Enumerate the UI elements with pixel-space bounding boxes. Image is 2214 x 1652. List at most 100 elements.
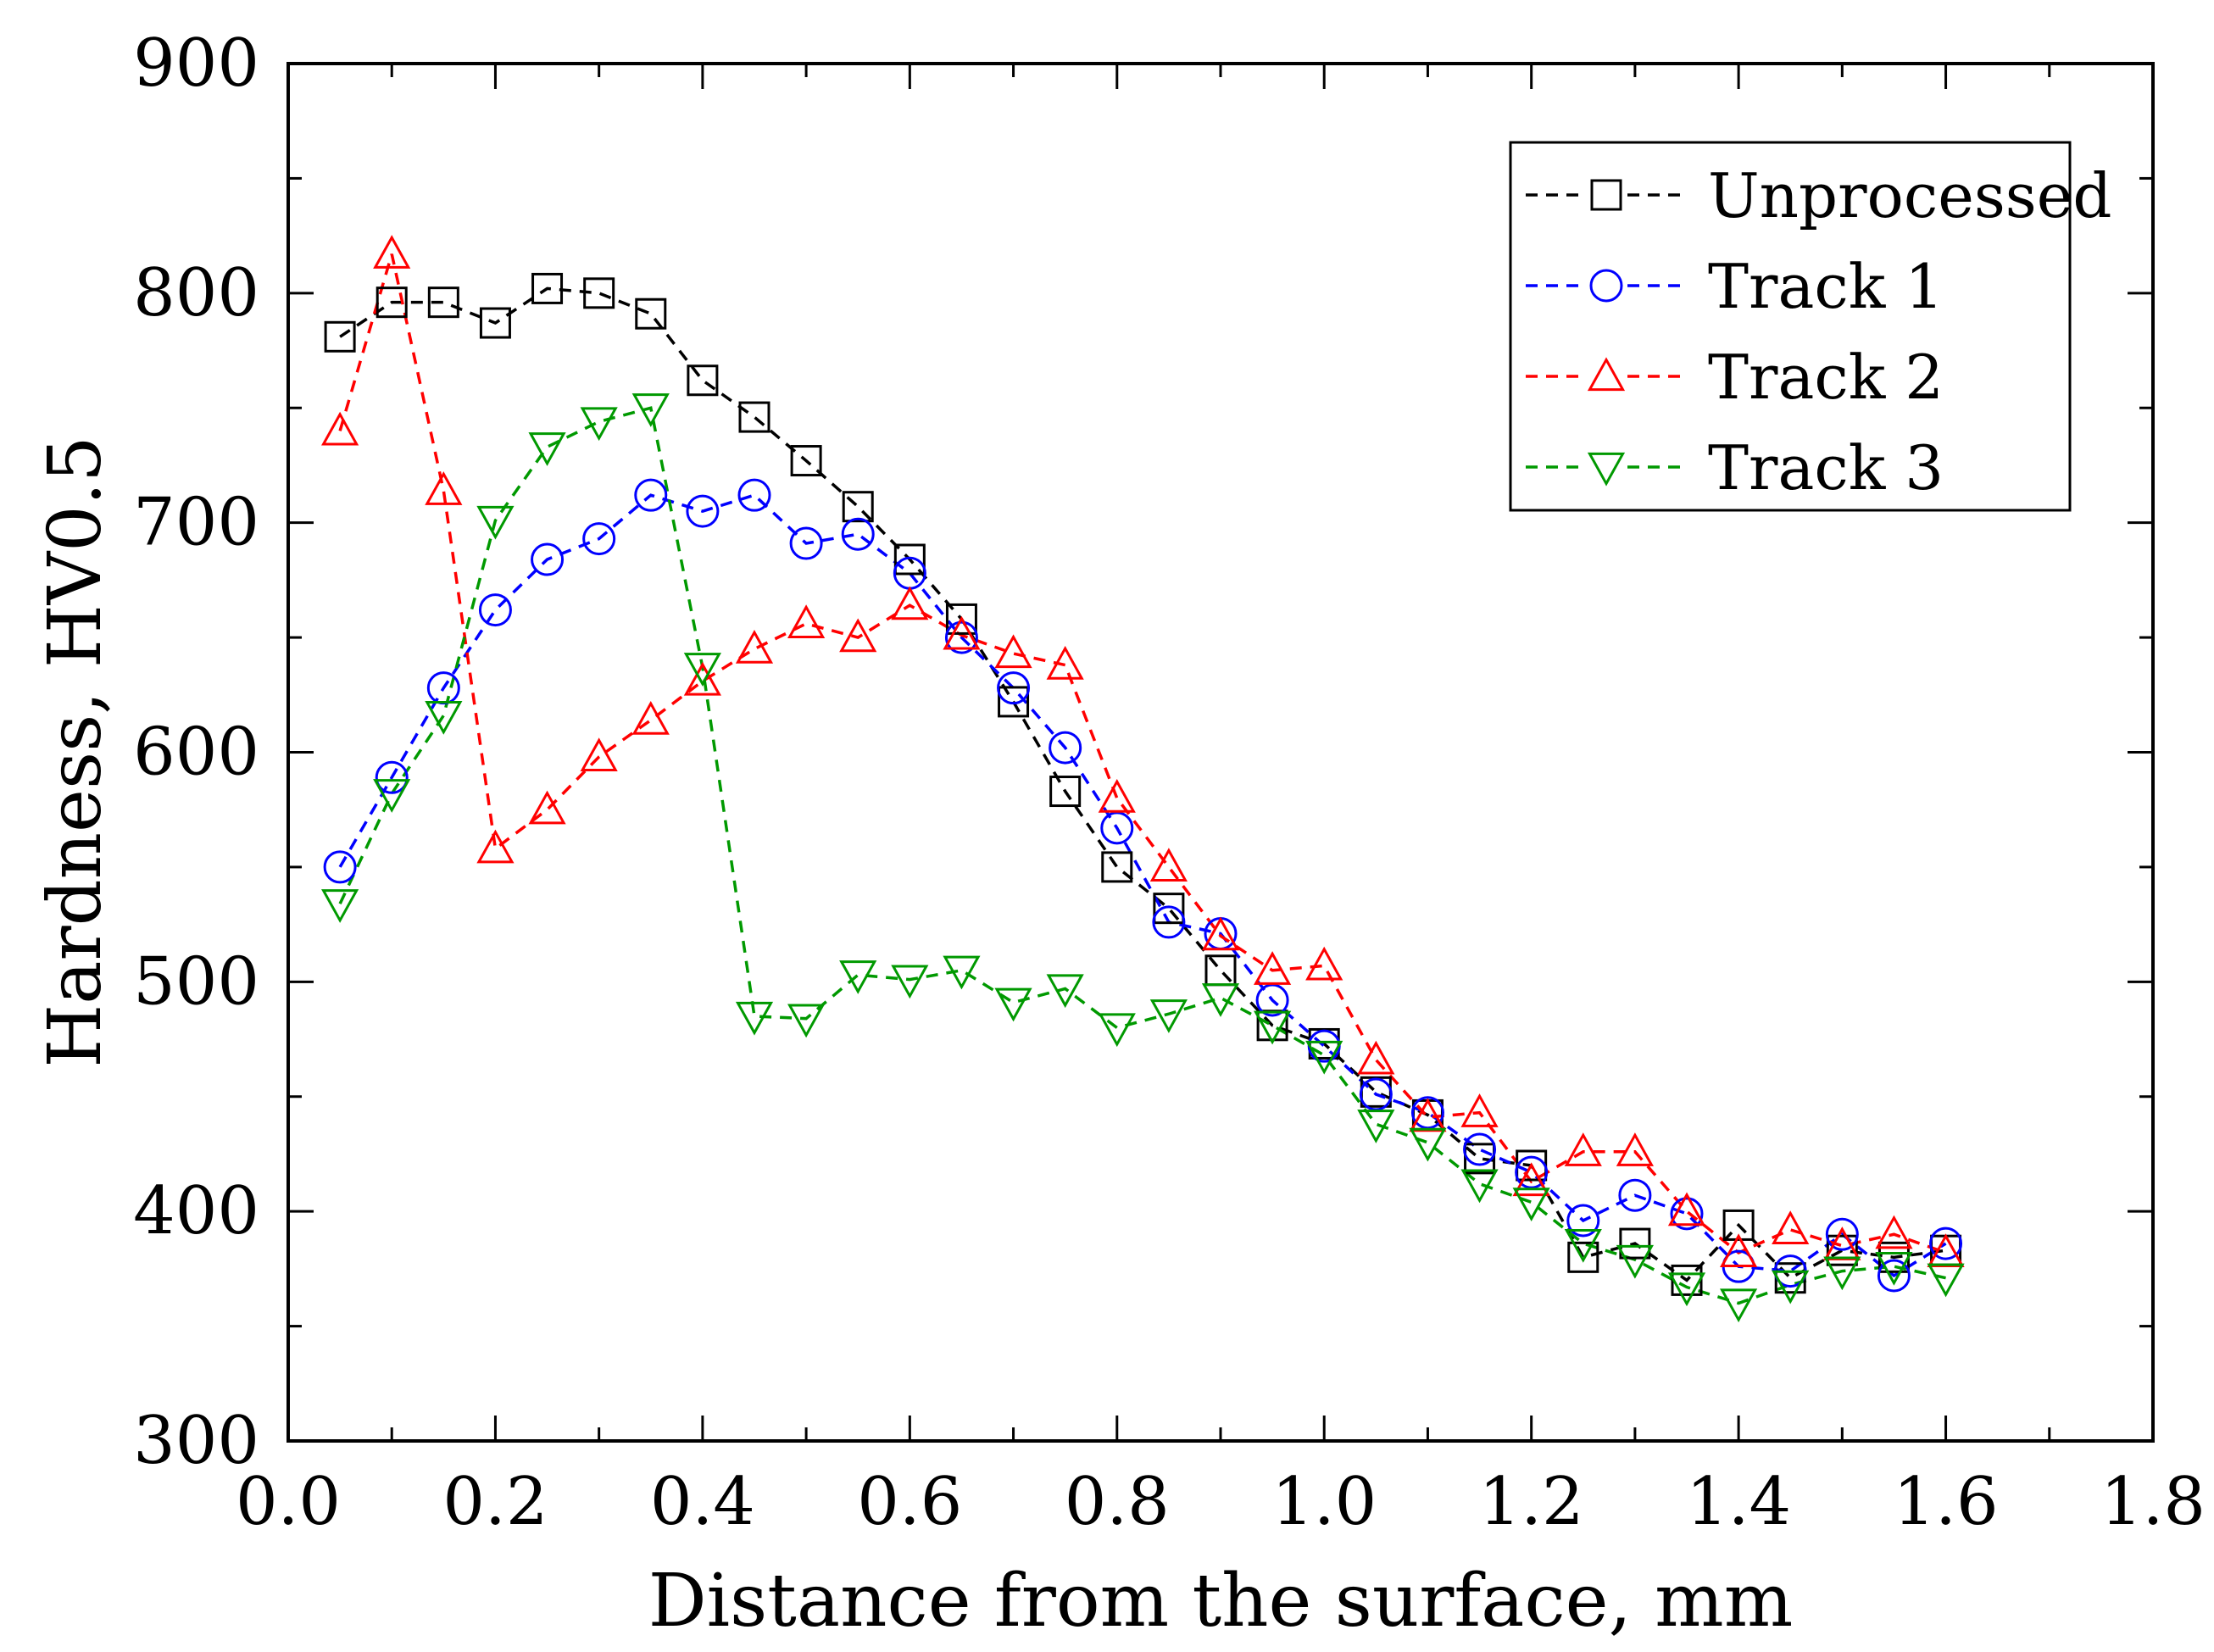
data-point-3 bbox=[425, 701, 463, 735]
data-point-1 bbox=[478, 593, 512, 627]
data-point-2 bbox=[1305, 946, 1343, 981]
data-point-0 bbox=[324, 320, 356, 353]
data-point-1 bbox=[997, 671, 1031, 705]
x-tick-label: 0.2 bbox=[442, 1464, 548, 1540]
y-tick-label: 900 bbox=[133, 25, 259, 102]
data-point-3 bbox=[1046, 974, 1084, 1009]
x-tick-label: 0.4 bbox=[650, 1464, 755, 1540]
data-point-1 bbox=[1670, 1197, 1704, 1231]
legend-items: Unprocessed Track 1 Track 2 Track 3 bbox=[1526, 160, 2111, 503]
data-point-2 bbox=[580, 737, 618, 772]
data-point-1 bbox=[1515, 1155, 1549, 1189]
data-point-0 bbox=[998, 686, 1030, 718]
legend-label: Track 2 bbox=[1708, 342, 1944, 413]
data-point-2 bbox=[373, 235, 411, 269]
data-point-3 bbox=[1720, 1288, 1758, 1323]
data-point-3 bbox=[476, 505, 515, 540]
series-line-3 bbox=[338, 406, 1946, 1305]
data-point-0 bbox=[1722, 1209, 1755, 1241]
x-axis-label: Distance from the surface, mm bbox=[648, 1559, 1794, 1644]
data-point-3 bbox=[1772, 1270, 1810, 1304]
data-point-3 bbox=[1254, 1010, 1292, 1045]
data-point-3 bbox=[787, 1004, 826, 1038]
data-point-3 bbox=[683, 653, 721, 687]
data-point-2 bbox=[1512, 1162, 1550, 1197]
legend: Unprocessed Track 1 Track 2 Track 3 bbox=[1509, 141, 2111, 512]
data-point-2 bbox=[1875, 1215, 1913, 1249]
data-point-2 bbox=[1460, 1093, 1499, 1127]
data-point-1 bbox=[1255, 983, 1289, 1017]
legend-label: Track 3 bbox=[1708, 432, 1944, 503]
data-point-2 bbox=[1254, 951, 1292, 985]
data-point-1 bbox=[1410, 1096, 1444, 1130]
legend-label: Unprocessed bbox=[1708, 160, 2111, 231]
data-point-2 bbox=[1616, 1132, 1654, 1166]
data-point-3 bbox=[1927, 1263, 1965, 1298]
data-point-2 bbox=[1357, 1040, 1395, 1075]
y-axis-label: Hardness, HV0.5 bbox=[33, 436, 118, 1068]
data-point-0 bbox=[790, 445, 822, 477]
data-point-1 bbox=[1100, 811, 1134, 845]
data-point-0 bbox=[1464, 1143, 1496, 1175]
data-point-3 bbox=[1512, 1188, 1550, 1221]
y-tick-label: 300 bbox=[133, 1403, 259, 1479]
data-point-0 bbox=[842, 491, 874, 523]
data-point-2 bbox=[1149, 848, 1188, 882]
y-tick-label: 600 bbox=[133, 715, 259, 791]
data-point-0 bbox=[375, 286, 408, 319]
data-point-3 bbox=[1667, 1272, 1706, 1307]
data-point-1 bbox=[1307, 1029, 1341, 1063]
data-point-2 bbox=[1772, 1210, 1810, 1244]
data-point-1 bbox=[634, 478, 668, 512]
data-point-2 bbox=[528, 790, 566, 825]
data-point-1 bbox=[531, 542, 565, 576]
data-point-2 bbox=[891, 586, 929, 620]
data-point-1 bbox=[1463, 1132, 1497, 1166]
series-line-1 bbox=[338, 493, 1947, 1278]
data-point-0 bbox=[738, 401, 770, 433]
data-point-2 bbox=[1098, 779, 1136, 813]
data-point-3 bbox=[1823, 1256, 1861, 1291]
data-point-0 bbox=[1101, 851, 1133, 883]
data-point-3 bbox=[1564, 1228, 1602, 1263]
data-point-1 bbox=[323, 850, 357, 884]
data-point-1 bbox=[1825, 1217, 1859, 1251]
data-point-2 bbox=[735, 629, 774, 664]
data-point-0 bbox=[479, 307, 511, 339]
data-point-3 bbox=[528, 432, 566, 466]
data-point-3 bbox=[1149, 999, 1188, 1033]
data-point-0 bbox=[531, 272, 564, 304]
data-point-1 bbox=[1049, 731, 1082, 765]
data-point-2 bbox=[631, 700, 670, 735]
data-point-2 bbox=[1046, 645, 1084, 680]
data-point-2 bbox=[1720, 1233, 1758, 1268]
data-point-3 bbox=[580, 407, 618, 442]
data-point-1 bbox=[1152, 905, 1186, 939]
data-point-3 bbox=[1305, 1040, 1343, 1075]
data-point-1 bbox=[944, 620, 978, 654]
data-point-2 bbox=[839, 618, 877, 653]
data-point-3 bbox=[1357, 1110, 1395, 1143]
data-point-0 bbox=[1567, 1241, 1599, 1273]
data-point-1 bbox=[841, 517, 875, 551]
data-point-1 bbox=[789, 526, 823, 560]
data-point-2 bbox=[787, 604, 826, 638]
data-point-3 bbox=[735, 1001, 774, 1036]
data-point-3 bbox=[1201, 983, 1240, 1017]
data-point-2 bbox=[476, 829, 515, 864]
x-tick-label: 0.0 bbox=[236, 1464, 341, 1540]
y-tick-label: 400 bbox=[133, 1173, 259, 1249]
data-point-3 bbox=[994, 987, 1032, 1022]
data-point-1 bbox=[686, 494, 720, 528]
series-markers bbox=[321, 235, 1965, 1323]
x-tick-label: 1.8 bbox=[2100, 1464, 2206, 1540]
data-point-0 bbox=[687, 364, 719, 397]
y-tick-label: 800 bbox=[133, 255, 259, 331]
data-point-3 bbox=[891, 965, 929, 999]
data-point-0 bbox=[1619, 1227, 1651, 1260]
axis-ticks: 0.0 0.2 0.4 0.6 0.8 1.0 1.2 1.4 1.6 1.8 300 400 500 6… bbox=[133, 25, 2206, 1540]
data-point-1 bbox=[1566, 1204, 1600, 1238]
data-point-0 bbox=[1049, 776, 1082, 808]
data-point-2 bbox=[994, 634, 1032, 669]
data-point-2 bbox=[321, 411, 359, 446]
